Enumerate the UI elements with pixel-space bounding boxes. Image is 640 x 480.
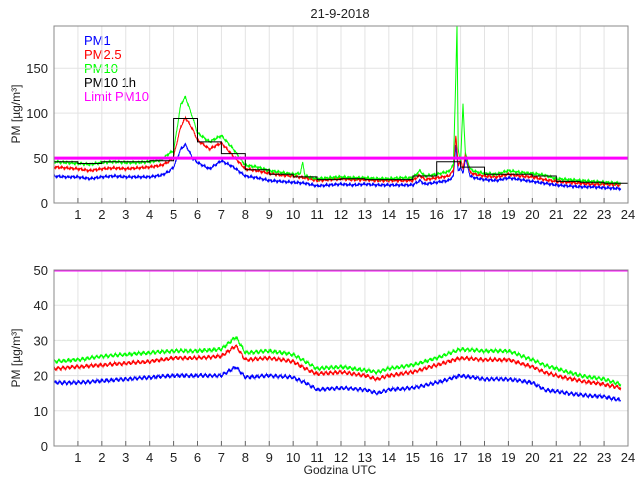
- x-tick-label: 4: [146, 207, 153, 222]
- x-tick-label: 17: [453, 450, 467, 465]
- x-axis-label: Godzina UTC: [304, 463, 377, 477]
- x-tick-label: 23: [597, 450, 611, 465]
- y-tick-label: 0: [41, 439, 48, 454]
- legend-entry: PM1: [84, 33, 111, 48]
- x-tick-label: 4: [146, 450, 153, 465]
- x-tick-label: 12: [334, 450, 348, 465]
- x-tick-label: 19: [501, 207, 515, 222]
- x-tick-label: 10: [286, 450, 300, 465]
- x-tick-label: 21: [549, 207, 563, 222]
- x-tick-label: 20: [525, 450, 539, 465]
- x-tick-label: 24: [621, 450, 635, 465]
- x-tick-label: 14: [382, 450, 396, 465]
- x-tick-label: 1: [74, 207, 81, 222]
- legend-entry: PM2.5: [84, 47, 122, 62]
- x-tick-label: 10: [286, 207, 300, 222]
- legend-entry: Limit PM10: [84, 89, 149, 104]
- x-tick-label: 16: [429, 450, 443, 465]
- x-tick-label: 21: [549, 450, 563, 465]
- series-pm10: [54, 336, 622, 388]
- x-tick-label: 23: [597, 207, 611, 222]
- y-tick-label: 20: [34, 369, 48, 384]
- x-tick-label: 3: [122, 450, 129, 465]
- x-tick-label: 12: [334, 207, 348, 222]
- x-tick-label: 13: [358, 450, 372, 465]
- x-tick-label: 19: [501, 450, 515, 465]
- y-tick-label: 100: [26, 106, 48, 121]
- series-pm1: [54, 142, 622, 192]
- x-tick-label: 18: [477, 450, 491, 465]
- y-tick-label: 50: [34, 263, 48, 278]
- x-tick-label: 14: [382, 207, 396, 222]
- y-tick-label: 10: [34, 404, 48, 419]
- x-tick-label: 17: [453, 207, 467, 222]
- legend-entry: PM10 1h: [84, 75, 136, 90]
- x-tick-label: 20: [525, 207, 539, 222]
- x-tick-label: 16: [429, 207, 443, 222]
- top-y-axis-label: PM [µg/m³]: [9, 85, 23, 144]
- x-tick-label: 11: [310, 450, 324, 465]
- x-tick-label: 22: [573, 450, 587, 465]
- x-tick-label: 7: [218, 450, 225, 465]
- x-tick-label: 6: [194, 450, 201, 465]
- chart-title: 21-9-2018: [310, 6, 369, 21]
- x-tick-label: 11: [310, 207, 324, 222]
- x-tick-label: 24: [621, 207, 635, 222]
- plot-frame: [53, 25, 629, 204]
- plot-frame: [53, 269, 629, 447]
- x-tick-label: 7: [218, 207, 225, 222]
- x-tick-label: 15: [406, 450, 420, 465]
- series-pm1: [54, 365, 622, 403]
- x-tick-label: 3: [122, 207, 129, 222]
- series-pm10: [54, 26, 622, 186]
- x-tick-label: 2: [98, 450, 105, 465]
- x-tick-label: 13: [358, 207, 372, 222]
- series-pm10-1h: [54, 118, 628, 184]
- y-tick-label: 0: [41, 196, 48, 211]
- axes-top: 1 2 3 4 5 6 7 8 9 10 11 12 13 14 15 16 17 18 19 20 21 22 23 240…: [26, 25, 635, 222]
- bottom-y-axis-label: PM [µg/m³]: [9, 329, 23, 388]
- x-tick-label: 6: [194, 207, 201, 222]
- x-tick-label: 18: [477, 207, 491, 222]
- x-tick-label: 9: [266, 450, 273, 465]
- x-tick-label: 5: [170, 450, 177, 465]
- x-tick-label: 5: [170, 207, 177, 222]
- x-tick-label: 9: [266, 207, 273, 222]
- axes-bottom: 1 2 3 4 5 6 7 8 9 10 11 12 13 14 15 16 17 18 19 20 21 22 23 240…: [34, 263, 636, 465]
- x-tick-label: 8: [242, 207, 249, 222]
- y-tick-label: 40: [34, 298, 48, 313]
- x-tick-label: 2: [98, 207, 105, 222]
- y-tick-label: 30: [34, 333, 48, 348]
- x-tick-label: 22: [573, 207, 587, 222]
- y-tick-label: 50: [34, 151, 48, 166]
- x-tick-label: 15: [406, 207, 420, 222]
- x-tick-label: 1: [74, 450, 81, 465]
- series-pm2-5: [54, 344, 622, 392]
- x-tick-label: 8: [242, 450, 249, 465]
- y-tick-label: 150: [26, 61, 48, 76]
